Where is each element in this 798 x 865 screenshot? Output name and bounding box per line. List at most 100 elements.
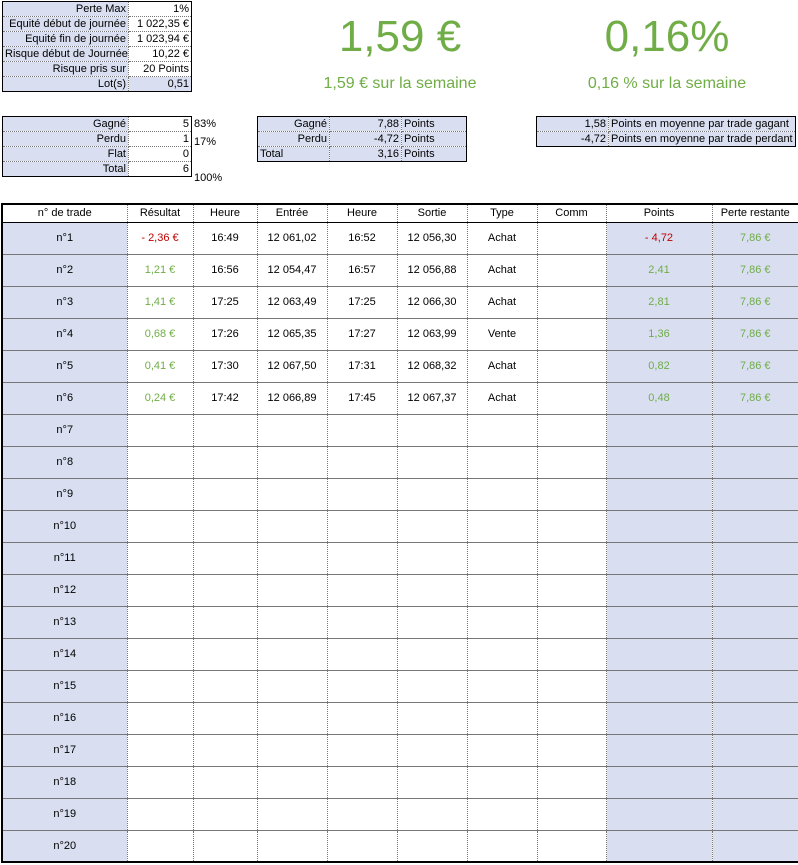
point-value[interactable]: 7,88 — [329, 116, 402, 132]
trade-entry-time[interactable] — [193, 510, 258, 543]
param-value[interactable]: 1 023,94 € — [128, 31, 192, 47]
trade-result[interactable] — [127, 830, 194, 863]
trade-exit-time[interactable]: 17:45 — [327, 382, 398, 415]
trade-result[interactable] — [127, 798, 194, 831]
trade-points[interactable] — [606, 542, 713, 575]
trade-entry-price[interactable]: 12 066,89 — [257, 382, 328, 415]
trade-entry-price[interactable] — [257, 798, 328, 831]
trade-type[interactable] — [467, 734, 538, 767]
trade-type[interactable]: Achat — [467, 382, 538, 415]
trade-exit-price[interactable] — [397, 830, 468, 863]
param-value[interactable]: 1 022,35 € — [128, 16, 192, 32]
trade-exit-price[interactable]: 12 063,99 — [397, 318, 468, 351]
trade-comm[interactable] — [537, 478, 607, 511]
trade-points[interactable] — [606, 670, 713, 703]
trade-type[interactable] — [467, 446, 538, 479]
trade-entry-price[interactable] — [257, 542, 328, 575]
trade-exit-time[interactable] — [327, 734, 398, 767]
trade-type[interactable] — [467, 574, 538, 607]
trade-entry-price[interactable] — [257, 606, 328, 639]
trade-exit-time[interactable] — [327, 638, 398, 671]
trade-comm[interactable] — [537, 734, 607, 767]
trade-entry-time[interactable] — [193, 446, 258, 479]
trade-type[interactable] — [467, 414, 538, 447]
trade-points[interactable] — [606, 606, 713, 639]
trade-points[interactable] — [606, 798, 713, 831]
param-value[interactable]: 1% — [128, 1, 192, 17]
trade-exit-time[interactable]: 17:25 — [327, 286, 398, 319]
trade-result[interactable] — [127, 702, 194, 735]
trade-exit-price[interactable]: 12 066,30 — [397, 286, 468, 319]
trade-entry-time[interactable]: 16:56 — [193, 254, 258, 287]
trade-exit-price[interactable]: 12 067,37 — [397, 382, 468, 415]
trade-exit-price[interactable] — [397, 766, 468, 799]
trade-entry-time[interactable] — [193, 478, 258, 511]
trade-exit-time[interactable]: 16:52 — [327, 222, 398, 255]
trade-exit-time[interactable] — [327, 574, 398, 607]
trade-comm[interactable] — [537, 638, 607, 671]
trade-entry-price[interactable] — [257, 670, 328, 703]
average-value[interactable]: 1,58 — [536, 116, 609, 132]
trade-comm[interactable] — [537, 798, 607, 831]
trade-exit-time[interactable] — [327, 670, 398, 703]
trade-exit-price[interactable] — [397, 638, 468, 671]
param-value[interactable]: 20 Points — [128, 61, 192, 77]
trade-entry-time[interactable] — [193, 606, 258, 639]
trade-points[interactable]: - 4,72 — [606, 222, 713, 255]
trade-points[interactable]: 2,81 — [606, 286, 713, 319]
trade-entry-price[interactable]: 12 063,49 — [257, 286, 328, 319]
trade-comm[interactable] — [537, 670, 607, 703]
trade-points[interactable] — [606, 766, 713, 799]
trade-remaining-loss[interactable] — [712, 830, 798, 863]
trade-exit-price[interactable] — [397, 510, 468, 543]
trade-comm[interactable] — [537, 606, 607, 639]
trade-points[interactable] — [606, 830, 713, 863]
trade-remaining-loss[interactable] — [712, 606, 798, 639]
trade-remaining-loss[interactable] — [712, 478, 798, 511]
trade-comm[interactable] — [537, 286, 607, 319]
trade-result[interactable] — [127, 638, 194, 671]
trade-type[interactable] — [467, 702, 538, 735]
trade-type[interactable] — [467, 510, 538, 543]
trade-points[interactable]: 1,36 — [606, 318, 713, 351]
trade-exit-price[interactable]: 12 056,88 — [397, 254, 468, 287]
trade-result[interactable]: - 2,36 € — [127, 222, 194, 255]
trade-exit-time[interactable]: 17:27 — [327, 318, 398, 351]
trade-remaining-loss[interactable]: 7,86 € — [712, 254, 798, 287]
trade-points[interactable]: 0,48 — [606, 382, 713, 415]
trade-entry-time[interactable] — [193, 414, 258, 447]
trade-entry-price[interactable]: 12 065,35 — [257, 318, 328, 351]
trade-remaining-loss[interactable] — [712, 638, 798, 671]
trade-exit-time[interactable] — [327, 510, 398, 543]
trade-result[interactable] — [127, 574, 194, 607]
trade-result[interactable]: 0,41 € — [127, 350, 194, 383]
trade-entry-time[interactable] — [193, 830, 258, 863]
trade-remaining-loss[interactable] — [712, 574, 798, 607]
trade-points[interactable] — [606, 414, 713, 447]
trade-type[interactable] — [467, 478, 538, 511]
trade-remaining-loss[interactable] — [712, 734, 798, 767]
trade-entry-price[interactable] — [257, 830, 328, 863]
trade-comm[interactable] — [537, 254, 607, 287]
trade-exit-price[interactable] — [397, 798, 468, 831]
param-value[interactable]: 10,22 € — [128, 46, 192, 62]
trade-exit-time[interactable] — [327, 542, 398, 575]
trade-remaining-loss[interactable]: 7,86 € — [712, 350, 798, 383]
trade-comm[interactable] — [537, 222, 607, 255]
trade-result[interactable] — [127, 446, 194, 479]
trade-entry-price[interactable] — [257, 638, 328, 671]
trade-comm[interactable] — [537, 382, 607, 415]
trade-points[interactable] — [606, 734, 713, 767]
trade-exit-price[interactable]: 12 056,30 — [397, 222, 468, 255]
trade-remaining-loss[interactable] — [712, 542, 798, 575]
trade-entry-time[interactable]: 17:42 — [193, 382, 258, 415]
trade-comm[interactable] — [537, 510, 607, 543]
trade-result[interactable]: 1,21 € — [127, 254, 194, 287]
trade-entry-time[interactable] — [193, 670, 258, 703]
trade-entry-price[interactable] — [257, 734, 328, 767]
trade-type[interactable] — [467, 766, 538, 799]
trade-entry-time[interactable] — [193, 574, 258, 607]
trade-type[interactable]: Achat — [467, 350, 538, 383]
trade-exit-price[interactable] — [397, 734, 468, 767]
trade-remaining-loss[interactable] — [712, 446, 798, 479]
